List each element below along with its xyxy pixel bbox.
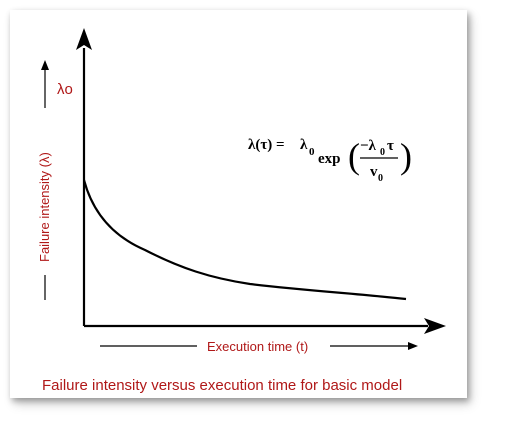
formula-lambda0-sub: 0 [309,146,315,158]
figure-caption: Failure intensity versus execution time … [42,377,402,394]
formula-numerator-sub: 0 [380,147,385,158]
figure-card [10,10,467,398]
x-label-arrow [100,342,418,350]
formula: λ(τ) = λ 0 exp ( −λ 0 τ v 0 ) [248,136,412,184]
x-axis [84,318,446,334]
x-axis-label: Execution time (t) [207,339,308,354]
formula-denominator: v [370,164,378,180]
failure-intensity-curve [82,179,407,301]
formula-exp: exp [318,151,341,167]
y-axis-label: Failure intensity (λ) [37,152,52,262]
y-axis [76,28,92,326]
formula-numerator-tail: τ [387,138,394,154]
lambda-zero-label: λo [57,81,73,98]
formula-numerator: −λ [360,138,377,154]
formula-close-paren: ) [400,136,412,176]
y-label-arrow [41,60,49,300]
formula-denominator-sub: 0 [378,173,383,184]
formula-lhs: λ(τ) = [248,137,285,153]
formula-lambda0: λ [300,137,308,153]
x-axis-arrowhead [424,318,446,334]
formula-open-paren: ( [348,136,360,176]
y-axis-arrowhead [76,28,92,50]
